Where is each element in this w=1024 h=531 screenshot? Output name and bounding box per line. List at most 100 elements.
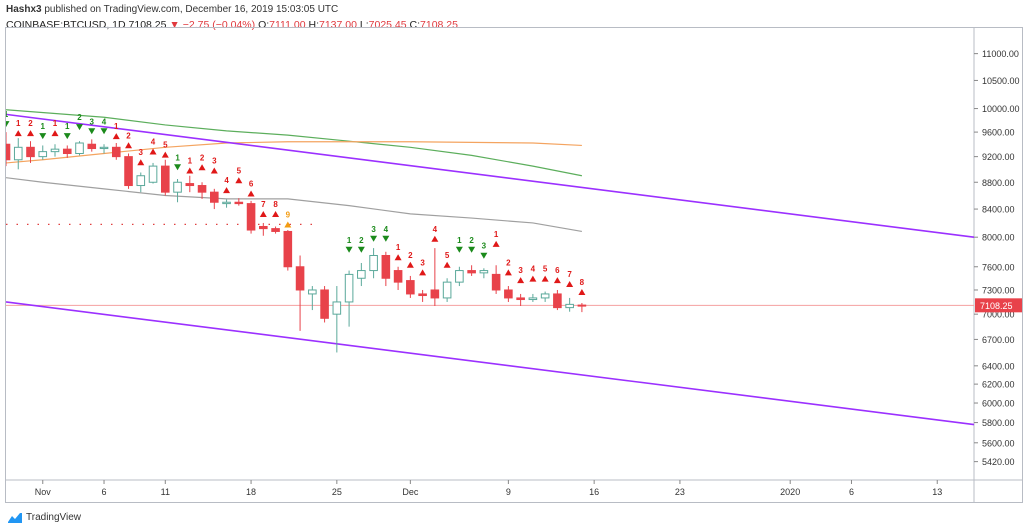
x-tick-label: 13 [932,487,942,497]
td-signal-arrow [553,277,561,284]
candle-body [308,289,317,295]
td-signal-arrow [468,246,476,253]
candle-body [271,228,280,232]
moving-average-gray [6,177,583,233]
y-tick-label: 8400.00 [982,205,1015,215]
td-count-label: 2 [77,113,82,122]
candle-body [222,201,231,205]
td-count-label: 2 [126,131,131,140]
change-down-icon: ▼ [169,19,180,31]
published-text: published on TradingView.com, December 1… [44,4,339,15]
td-count-label: 2 [506,258,511,267]
author-name[interactable]: Hashx3 [6,4,42,15]
td-count-label: 5 [543,265,548,274]
td-signal-arrow [88,128,96,135]
x-tick-label: Dec [402,487,419,497]
candle-body [50,148,60,153]
td-count-label: 2 [28,119,33,128]
candle-body [467,270,476,274]
candle-body [442,281,452,299]
td-count-label: 2 [408,251,413,260]
x-tick-label: 25 [332,487,342,497]
candle-body [246,203,256,231]
td-count-label: 1 [494,230,499,239]
td-count-label: 4 [151,138,156,147]
candle-body [295,266,305,291]
moving-average-orange [6,141,582,164]
candle-body [259,225,268,230]
y-tick-label: 8000.00 [982,233,1015,243]
candle-body [38,151,48,158]
td-signal-arrow [210,167,218,174]
candle-body [62,148,72,155]
candle-body [75,142,84,155]
chart-area[interactable]: 11000.00 10500.00 10000.00 9600.00 9200.00 88… [5,27,1023,503]
candle-body [430,289,440,299]
brand-name[interactable]: TradingView [26,512,82,523]
open-value: 7111.00 [269,19,306,31]
td-signal-arrow [6,121,10,128]
td-signal-arrow [394,254,402,261]
publish-line: Hashx3 published on TradingView.com, Dec… [6,4,458,15]
td-signal-arrow [149,148,157,155]
price-chart[interactable]: 11000.0010500.0010000.009600.009200.0088… [6,28,1022,502]
td-signal-arrow [247,190,255,197]
low-value: 7025.45 [368,19,407,31]
candle-body [553,293,562,309]
y-tick-label: 11000.00 [982,49,1019,59]
candle-body [210,191,219,203]
candle-body [320,289,329,319]
x-tick-label: 23 [675,487,685,497]
td-count-label: 4 [531,265,536,274]
candle-body [148,165,158,183]
td-signal-arrow [345,246,353,253]
td-count-label: 2 [359,236,364,245]
y-tick-label: 10000.00 [982,104,1020,114]
td-signal-arrow [14,130,22,137]
candle-body [136,175,146,187]
candle-body [6,143,11,161]
candle-body [577,304,587,307]
y-tick-label: 9200.00 [982,152,1015,162]
td-signal-arrow [406,261,414,268]
channel-lower-line [6,301,975,426]
candle-body [540,293,550,299]
td-signal-arrow [51,130,59,137]
candle-body [197,185,207,193]
candle-body [406,280,415,295]
candle-body [381,254,391,279]
candle-body [344,273,354,303]
td-count-label: 8 [580,278,585,287]
td-count-label: 3 [212,157,217,166]
td-count-label: 9 [286,210,291,219]
ohlc-line: COINBASE:BTCUSD, 1D 7108.25 ▼ −2.75 (−0.… [6,19,458,31]
td-signal-arrow [272,210,280,217]
symbol-label[interactable]: COINBASE:BTCUSD, 1D [6,19,126,31]
candle-body [393,270,403,283]
candle-body [26,146,35,158]
y-tick-label: 9600.00 [982,128,1015,138]
td-signal-arrow [27,130,35,137]
td-count-label: 4 [384,225,389,234]
td-signal-arrow [186,167,194,174]
candle-body [173,181,182,193]
candle-body [99,146,109,150]
td-signal-arrow [198,164,206,171]
td-count-label: 3 [90,117,95,126]
td-signal-arrow [174,164,182,171]
td-count-label: 1 [175,153,180,162]
current-price-badge [975,298,1022,313]
td-signal-arrow [541,275,549,282]
candle-body [357,270,366,279]
candle-body [111,146,121,158]
tradingview-logo-icon [8,512,22,523]
td-signal-arrow [100,128,108,135]
td-count-label: 1 [347,236,352,245]
y-tick-label: 7600.00 [982,262,1015,272]
td-signal-arrow [125,142,133,149]
td-count-label: 1 [53,119,58,128]
candle-body [528,297,538,301]
y-tick-label: 6400.00 [982,361,1015,371]
td-count-label: 4 [102,117,107,126]
td-signal-arrow [566,281,574,288]
